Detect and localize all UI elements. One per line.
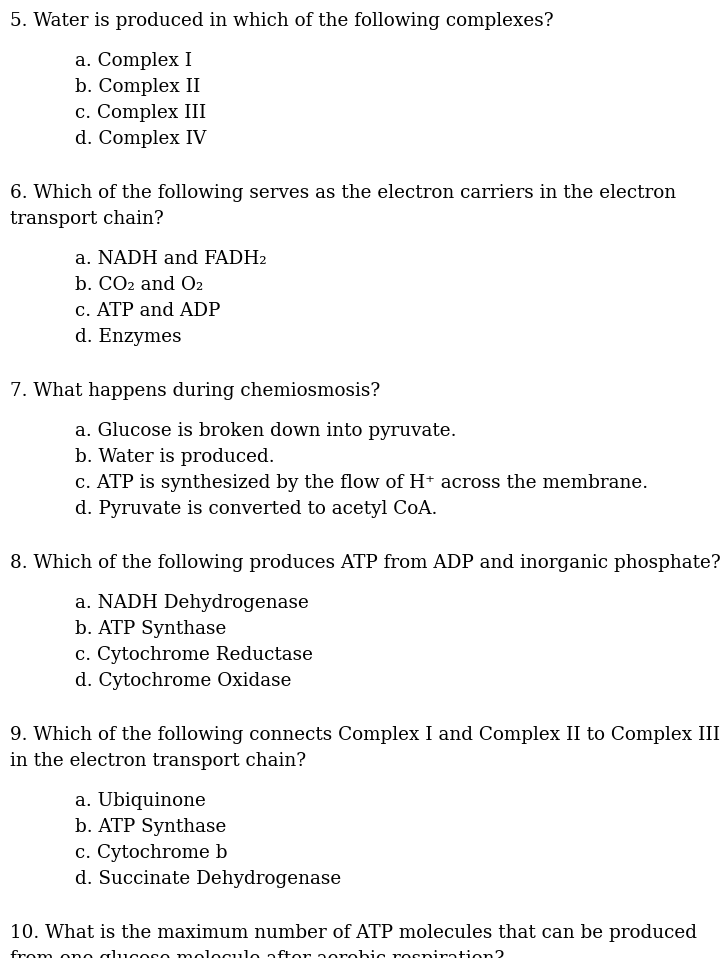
Text: c. ATP and ADP: c. ATP and ADP xyxy=(75,302,220,320)
Text: c. Complex III: c. Complex III xyxy=(75,104,206,122)
Text: b. ATP Synthase: b. ATP Synthase xyxy=(75,620,226,638)
Text: d. Complex IV: d. Complex IV xyxy=(75,130,206,148)
Text: d. Succinate Dehydrogenase: d. Succinate Dehydrogenase xyxy=(75,870,341,888)
Text: a. Complex I: a. Complex I xyxy=(75,52,192,70)
Text: d. Enzymes: d. Enzymes xyxy=(75,328,181,346)
Text: a. NADH Dehydrogenase: a. NADH Dehydrogenase xyxy=(75,594,309,612)
Text: 10. What is the maximum number of ATP molecules that can be produced: 10. What is the maximum number of ATP mo… xyxy=(10,924,697,942)
Text: 5. Water is produced in which of the following complexes?: 5. Water is produced in which of the fol… xyxy=(10,12,554,30)
Text: b. Water is produced.: b. Water is produced. xyxy=(75,448,274,466)
Text: b. ATP Synthase: b. ATP Synthase xyxy=(75,818,226,836)
Text: c. Cytochrome b: c. Cytochrome b xyxy=(75,844,228,862)
Text: 8. Which of the following produces ATP from ADP and inorganic phosphate?: 8. Which of the following produces ATP f… xyxy=(10,554,720,572)
Text: from one glucose molecule after aerobic respiration?: from one glucose molecule after aerobic … xyxy=(10,950,505,958)
Text: c. ATP is synthesized by the flow of H⁺ across the membrane.: c. ATP is synthesized by the flow of H⁺ … xyxy=(75,474,648,492)
Text: b. Complex II: b. Complex II xyxy=(75,78,200,96)
Text: in the electron transport chain?: in the electron transport chain? xyxy=(10,752,306,770)
Text: 7. What happens during chemiosmosis?: 7. What happens during chemiosmosis? xyxy=(10,382,380,400)
Text: 6. Which of the following serves as the electron carriers in the electron: 6. Which of the following serves as the … xyxy=(10,184,676,202)
Text: d. Cytochrome Oxidase: d. Cytochrome Oxidase xyxy=(75,672,292,690)
Text: d. Pyruvate is converted to acetyl CoA.: d. Pyruvate is converted to acetyl CoA. xyxy=(75,500,437,518)
Text: c. Cytochrome Reductase: c. Cytochrome Reductase xyxy=(75,646,313,664)
Text: a. Glucose is broken down into pyruvate.: a. Glucose is broken down into pyruvate. xyxy=(75,422,456,440)
Text: b. CO₂ and O₂: b. CO₂ and O₂ xyxy=(75,276,203,294)
Text: transport chain?: transport chain? xyxy=(10,210,163,228)
Text: a. NADH and FADH₂: a. NADH and FADH₂ xyxy=(75,250,266,268)
Text: a. Ubiquinone: a. Ubiquinone xyxy=(75,792,206,810)
Text: 9. Which of the following connects Complex I and Complex II to Complex III: 9. Which of the following connects Compl… xyxy=(10,726,720,744)
